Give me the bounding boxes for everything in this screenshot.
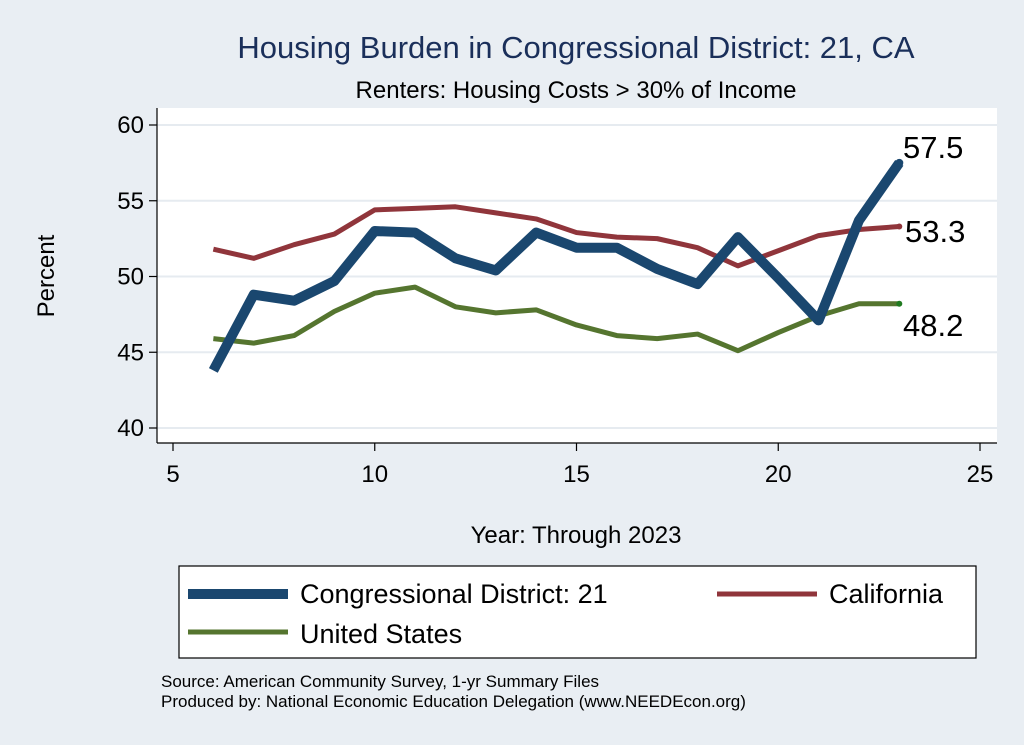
- y-axis-title: Percent: [33, 234, 60, 317]
- series-line-2: [213, 284, 900, 354]
- legend-box: [178, 565, 977, 659]
- y-tick-label-50: 50: [117, 264, 144, 291]
- end-labels: 57.5 53.3 48.2: [903, 130, 965, 343]
- legend-label-1: California: [829, 579, 944, 609]
- endpoint-marker-2: [896, 300, 903, 307]
- x-axis-title: Year: Through 2023: [471, 522, 682, 549]
- source-note: Source: American Community Survey, 1-yr …: [161, 672, 599, 691]
- x-tick-label-15: 15: [563, 461, 590, 488]
- y-tick-label-40: 40: [117, 415, 144, 442]
- gridlines: [157, 124, 997, 429]
- x-tick-label-10: 10: [361, 461, 388, 488]
- endpoint-marker-1: [896, 223, 903, 230]
- y-ticks: 40 45 50 55 60: [117, 112, 157, 442]
- x-tick-label-5: 5: [166, 461, 179, 488]
- end-label-1: 53.3: [905, 214, 965, 249]
- y-tick-label-45: 45: [117, 339, 144, 366]
- x-ticks: 5 10 15 20 25: [166, 443, 993, 488]
- legend: Congressional District: 21 California Unit…: [188, 579, 944, 649]
- legend-label-0: Congressional District: 21: [300, 579, 608, 609]
- produced-note: Produced by: National Economic Education…: [161, 692, 746, 711]
- end-label-2: 48.2: [903, 308, 963, 343]
- x-tick-label-25: 25: [967, 461, 994, 488]
- series-lines: [208, 158, 904, 373]
- series-line-1: [212, 204, 900, 269]
- y-tick-label-60: 60: [117, 112, 144, 139]
- endpoint-marker-0: [895, 158, 904, 167]
- chart-subtitle: Renters: Housing Costs > 30% of Income: [356, 77, 797, 104]
- y-tick-label-55: 55: [117, 188, 144, 215]
- x-tick-label-20: 20: [765, 461, 792, 488]
- end-label-0: 57.5: [903, 130, 963, 165]
- legend-label-2: United States: [300, 619, 462, 649]
- series-line-0: [208, 160, 904, 373]
- chart-title: Housing Burden in Congressional District…: [237, 30, 914, 65]
